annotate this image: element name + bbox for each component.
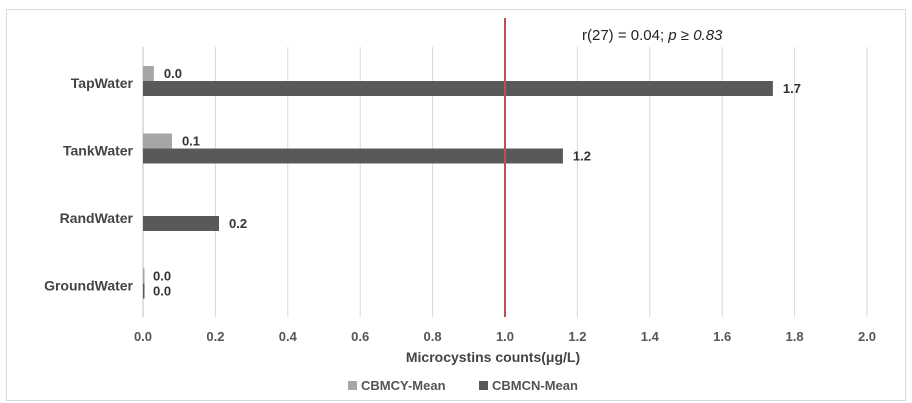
data-label: 1.2 bbox=[573, 149, 591, 164]
x-tick-label: 0.4 bbox=[279, 329, 298, 344]
x-tick-label: 1.2 bbox=[568, 329, 586, 344]
x-tick-label: 0.8 bbox=[424, 329, 442, 344]
legend: CBMCY-Mean CBMCN-Mean bbox=[348, 378, 578, 393]
bars bbox=[143, 66, 773, 299]
category-label: GroundWater bbox=[44, 278, 133, 294]
x-tick-label: 1.8 bbox=[786, 329, 804, 344]
legend-swatch bbox=[479, 381, 488, 390]
legend-label: CBMCY-Mean bbox=[361, 378, 446, 393]
data-label: 0.0 bbox=[153, 284, 171, 299]
chart-frame: 0.0 0.2 0.4 0.6 0.8 1.0 1.2 1.4 1.6 1.8 2.0 TapWate… bbox=[6, 9, 906, 401]
x-tick-label: 1.0 bbox=[496, 329, 514, 344]
category-label: TapWater bbox=[71, 75, 134, 91]
correlation-annotation: r(27) = 0.04; p ≥ 0.83 bbox=[582, 27, 723, 44]
bar bbox=[143, 133, 172, 149]
x-tick-label: 0.2 bbox=[206, 329, 224, 344]
data-label: 0.2 bbox=[229, 216, 247, 231]
category-label: TankWater bbox=[63, 143, 134, 159]
bar-chart: 0.0 0.2 0.4 0.6 0.8 1.0 1.2 1.4 1.6 1.8 2.0 TapWate… bbox=[44, 18, 876, 393]
bar bbox=[143, 216, 220, 231]
labels: 0.0 0.2 0.4 0.6 0.8 1.0 1.2 1.4 1.6 1.8 2.0 TapWate… bbox=[44, 66, 876, 344]
annotation-plain: r(27) = 0.04; bbox=[582, 27, 668, 44]
legend-label: CBMCN-Mean bbox=[492, 378, 578, 393]
legend-swatch bbox=[348, 381, 357, 390]
x-tick-label: 1.6 bbox=[713, 329, 731, 344]
bar bbox=[143, 81, 773, 96]
bar bbox=[143, 283, 145, 299]
x-tick-label: 1.4 bbox=[641, 329, 660, 344]
x-tick-label: 0.0 bbox=[134, 329, 152, 344]
data-label: 0.0 bbox=[164, 66, 182, 81]
data-label: 0.0 bbox=[153, 269, 171, 284]
x-axis-title: Microcystins counts(μg/L) bbox=[406, 349, 580, 365]
annotation-italic: p ≥ 0.83 bbox=[667, 27, 723, 44]
bar bbox=[143, 268, 145, 284]
category-label: RandWater bbox=[60, 210, 134, 226]
x-tick-label: 0.6 bbox=[351, 329, 369, 344]
data-label: 0.1 bbox=[182, 134, 200, 149]
data-label: 1.7 bbox=[783, 81, 801, 96]
bar bbox=[143, 148, 563, 164]
x-tick-label: 2.0 bbox=[858, 329, 876, 344]
bar bbox=[143, 66, 154, 81]
